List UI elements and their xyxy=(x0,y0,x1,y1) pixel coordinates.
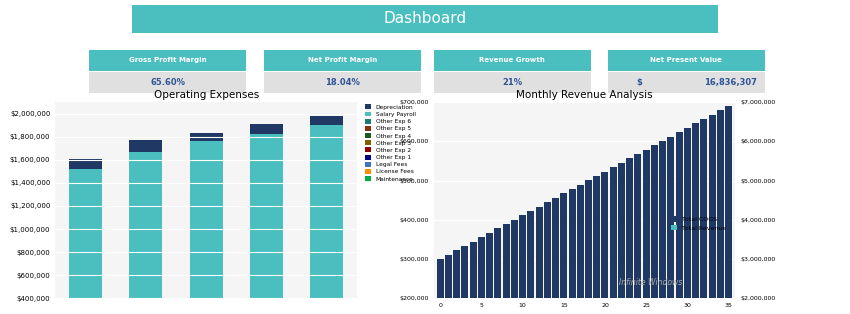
Bar xyxy=(502,257,509,314)
Bar xyxy=(552,237,559,314)
Bar xyxy=(310,116,343,125)
Bar xyxy=(651,196,658,314)
Text: Net Present Value: Net Present Value xyxy=(650,57,722,63)
Bar xyxy=(602,216,609,314)
Bar xyxy=(651,145,658,314)
Bar xyxy=(618,209,625,314)
Bar xyxy=(536,244,542,314)
Bar xyxy=(462,274,468,314)
Bar xyxy=(602,171,609,314)
Bar xyxy=(69,169,102,314)
Bar xyxy=(511,254,518,314)
Bar xyxy=(544,202,551,314)
Bar xyxy=(310,125,343,314)
Bar xyxy=(527,211,535,314)
Bar xyxy=(129,152,162,314)
Text: Gross Profit Margin: Gross Profit Margin xyxy=(129,57,207,63)
Bar xyxy=(445,255,452,314)
Bar xyxy=(643,150,649,314)
Bar xyxy=(626,206,633,314)
Text: 18.04%: 18.04% xyxy=(325,78,360,87)
Bar xyxy=(453,278,460,314)
Bar xyxy=(725,106,732,314)
Bar xyxy=(536,207,542,314)
Legend: Depreciation, Salary Payroll, Other Exp 6, Other Exp 5, Other Exp 4, Other Exp 3: Depreciation, Salary Payroll, Other Exp … xyxy=(363,102,418,184)
Bar xyxy=(437,284,444,314)
Bar xyxy=(676,185,683,314)
Bar xyxy=(717,168,724,314)
Bar xyxy=(478,268,484,314)
Bar xyxy=(643,199,649,314)
Bar xyxy=(519,250,526,314)
Bar xyxy=(519,215,526,314)
Text: Revenue Growth: Revenue Growth xyxy=(479,57,545,63)
Bar xyxy=(527,247,535,314)
Bar xyxy=(560,193,567,314)
Text: Infinite Windows: Infinite Windows xyxy=(619,278,683,287)
Bar xyxy=(552,198,559,314)
Bar xyxy=(684,128,691,314)
Legend: Total COGS, Total Revenue: Total COGS, Total Revenue xyxy=(669,214,729,234)
Bar xyxy=(676,132,683,314)
Bar xyxy=(569,230,575,314)
Bar xyxy=(569,189,575,314)
Text: Dashboard: Dashboard xyxy=(383,11,467,26)
Bar xyxy=(495,261,502,314)
Bar xyxy=(717,110,724,314)
Bar xyxy=(453,250,460,314)
Bar xyxy=(667,137,674,314)
Bar xyxy=(709,115,716,314)
Bar xyxy=(609,167,617,314)
Bar xyxy=(725,165,732,314)
Bar xyxy=(544,240,551,314)
Bar xyxy=(437,259,444,314)
Text: 21%: 21% xyxy=(502,78,522,87)
Bar xyxy=(626,159,633,314)
Bar xyxy=(190,133,223,141)
Bar xyxy=(618,163,625,314)
Text: 16,836,307: 16,836,307 xyxy=(705,78,757,87)
Bar xyxy=(660,192,666,314)
Bar xyxy=(593,176,600,314)
Bar xyxy=(250,124,283,134)
Bar xyxy=(469,241,477,314)
Bar xyxy=(250,134,283,314)
Bar xyxy=(585,180,592,314)
Bar xyxy=(700,119,707,314)
Bar xyxy=(667,189,674,314)
Bar xyxy=(609,213,617,314)
Bar xyxy=(445,281,452,314)
Bar xyxy=(700,175,707,314)
Bar xyxy=(486,264,493,314)
Text: Net Profit Margin: Net Profit Margin xyxy=(308,57,377,63)
Bar xyxy=(495,228,502,314)
Bar xyxy=(692,179,700,314)
Bar xyxy=(560,233,567,314)
Bar xyxy=(478,237,484,314)
Bar xyxy=(660,141,666,314)
Bar xyxy=(469,271,477,314)
Bar xyxy=(585,223,592,314)
Bar xyxy=(692,123,700,314)
Bar xyxy=(684,182,691,314)
Bar xyxy=(511,220,518,314)
Bar xyxy=(634,203,642,314)
Bar xyxy=(577,226,584,314)
Bar xyxy=(462,246,468,314)
Text: 65.60%: 65.60% xyxy=(150,78,185,87)
Bar xyxy=(486,233,493,314)
Bar xyxy=(502,224,509,314)
Bar xyxy=(577,185,584,314)
Bar xyxy=(634,154,642,314)
Bar xyxy=(69,159,102,169)
Bar xyxy=(593,219,600,314)
Text: $: $ xyxy=(636,78,642,87)
Bar xyxy=(129,139,162,152)
Title: Operating Expenses: Operating Expenses xyxy=(154,90,258,100)
Bar xyxy=(190,141,223,314)
Bar xyxy=(709,172,716,314)
Title: Monthly Revenue Analysis: Monthly Revenue Analysis xyxy=(516,90,653,100)
